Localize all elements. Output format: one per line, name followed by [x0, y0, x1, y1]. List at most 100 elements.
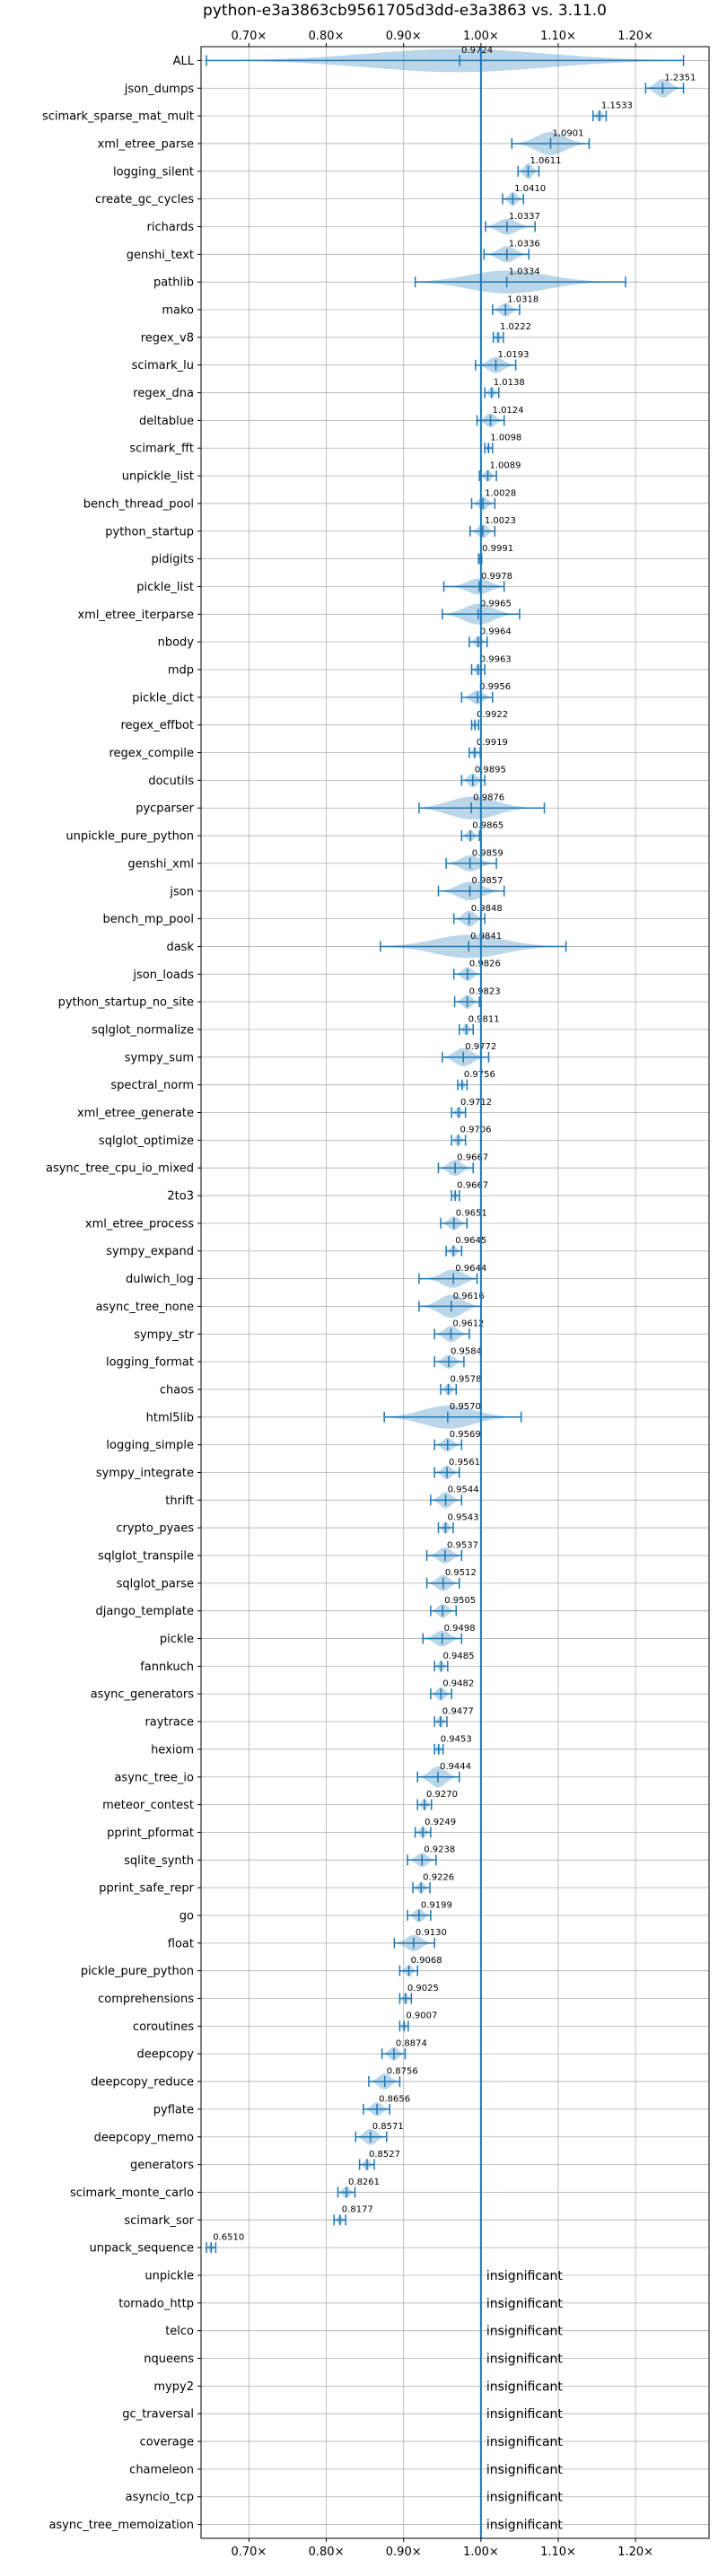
value-label: 0.9841: [470, 932, 502, 942]
category-label: html5lib: [146, 1411, 194, 1424]
value-label: 0.8571: [372, 2122, 404, 2132]
benchmark-mypy2: mypy2 insignificant: [153, 2379, 563, 2394]
benchmark-sqlglot-transpile: sqlglot_transpile 0.9537: [98, 1540, 478, 1564]
value-label: 0.8656: [379, 2094, 410, 2104]
category-label: scimark_sparse_mat_mult: [42, 110, 194, 124]
value-label: 0.9644: [455, 1264, 486, 1274]
category-label: pycparser: [136, 802, 194, 816]
category-label: fannkuch: [140, 1660, 194, 1674]
value-label: 0.9505: [444, 1596, 476, 1606]
benchmark-xml-etree-iterparse: xml_etree_iterparse 0.9965: [77, 600, 521, 625]
value-label: 1.0089: [490, 460, 521, 470]
value-label: 0.9477: [442, 1706, 474, 1716]
category-label: ALL: [173, 55, 195, 68]
benchmark-pprint-safe-repr: pprint_safe_repr 0.9226: [99, 1873, 454, 1896]
value-label: 0.9544: [448, 1485, 479, 1495]
category-label: pyflate: [153, 2103, 194, 2116]
category-label: scimark_sor: [124, 2214, 194, 2228]
value-label: 0.9561: [449, 1458, 480, 1468]
benchmark-unpack-sequence: unpack_sequence 0.6510: [89, 2232, 244, 2255]
category-label: xml_etree_generate: [77, 1107, 194, 1120]
benchmark-fannkuch: fannkuch 0.9485: [140, 1652, 474, 1674]
value-label: 0.9238: [424, 1845, 455, 1855]
value-label: 0.9068: [411, 1956, 442, 1966]
category-label: raytrace: [144, 1716, 194, 1730]
category-label: crypto_pyaes: [116, 1522, 194, 1536]
category-label: genshi_xml: [127, 857, 194, 871]
category-label: nqueens: [144, 2353, 194, 2366]
category-label: meteor_contest: [102, 1799, 194, 1812]
category-label: scimark_fft: [129, 442, 194, 456]
value-label: 0.9512: [445, 1568, 477, 1578]
insignificant-label: insignificant: [486, 2463, 564, 2477]
category-label: mypy2: [153, 2380, 194, 2394]
benchmark-richards: richards 1.0337: [147, 212, 540, 235]
value-label: 0.9485: [442, 1652, 474, 1661]
benchmark-telco: telco insignificant: [165, 2325, 563, 2339]
benchmark-pycparser: pycparser 0.9876: [136, 793, 546, 820]
category-label: unpack_sequence: [89, 2242, 194, 2256]
benchmark-deepcopy: deepcopy 0.8874: [136, 2039, 426, 2062]
category-label: bench_thread_pool: [83, 497, 194, 511]
value-label: 0.8756: [387, 2066, 418, 2076]
value-label: 0.8527: [369, 2150, 400, 2160]
category-label: mdp: [168, 664, 194, 678]
category-label: chaos: [160, 1383, 194, 1397]
category-label: logging_simple: [106, 1439, 194, 1452]
category-label: spectral_norm: [110, 1079, 194, 1092]
value-label: 1.0222: [500, 322, 531, 332]
value-label: 1.0318: [507, 294, 538, 304]
value-label: 0.9922: [477, 710, 508, 720]
value-label: 0.9612: [452, 1319, 484, 1329]
value-label: 0.9482: [442, 1679, 474, 1689]
value-label: 0.9453: [441, 1734, 472, 1744]
value-label: 0.9956: [479, 682, 511, 692]
chart-title: python-e3a3863cb9561705d3dd-e3a3863 vs. …: [203, 2, 607, 20]
value-label: 0.9706: [460, 1126, 492, 1135]
category-label: create_gc_cycles: [95, 193, 194, 206]
benchmark-async-tree-io: async_tree_io 0.9444: [114, 1762, 471, 1788]
benchmark-coroutines: coroutines 0.9007: [133, 2011, 437, 2034]
value-label: 1.0334: [509, 267, 540, 277]
value-label: 0.8874: [396, 2039, 427, 2049]
category-label: chameleon: [129, 2463, 194, 2476]
x-tick-label-top: 1.20×: [617, 30, 653, 43]
value-label: 1.0611: [530, 156, 561, 166]
category-label: python_startup_no_site: [58, 996, 194, 1010]
category-label: async_tree_io: [114, 1771, 194, 1784]
value-label: 0.9712: [460, 1098, 492, 1108]
category-label: xml_etree_process: [85, 1217, 194, 1231]
value-label: 0.9823: [469, 986, 501, 996]
category-label: sqlglot_parse: [117, 1577, 194, 1590]
category-label: sqlglot_optimize: [99, 1135, 194, 1148]
benchmark-pathlib: pathlib 1.0334: [153, 267, 626, 294]
category-label: pickle: [160, 1633, 194, 1646]
category-label: dask: [166, 941, 194, 954]
value-label: 0.9826: [469, 959, 501, 969]
category-label: sqlglot_transpile: [98, 1550, 194, 1564]
benchmark-python-startup: python_startup 1.0023: [105, 516, 516, 539]
benchmark-rows: ALL 0.9724 json_dumps 1.2351 scimark_sparse_…: [42, 46, 696, 2533]
category-label: pprint_safe_repr: [99, 1882, 194, 1896]
benchmark-chameleon: chameleon insignificant: [129, 2463, 563, 2477]
benchmark-json: json 0.9857: [169, 876, 505, 901]
insignificant-label: insignificant: [486, 2269, 564, 2283]
category-label: asyncio_tcp: [126, 2491, 194, 2504]
value-label: 0.9965: [480, 600, 512, 609]
benchmark-generators: generators 0.8527: [130, 2150, 400, 2172]
value-label: 0.9270: [426, 1790, 458, 1800]
category-label: telco: [165, 2325, 194, 2338]
benchmark-unpickle-list: unpickle_list 1.0089: [122, 460, 521, 483]
benchmark-json-dumps: json_dumps 1.2351: [124, 74, 696, 98]
benchmark-nbody: nbody 0.9964: [158, 627, 512, 650]
category-label: regex_effbot: [120, 719, 194, 732]
benchmark-genshi-text: genshi_text 1.0336: [127, 240, 540, 263]
category-label: sympy_str: [134, 1328, 194, 1342]
benchmark-nqueens: nqueens insignificant: [144, 2353, 563, 2367]
benchmark-float: float 0.9130: [168, 1928, 447, 1951]
value-label: 0.9444: [440, 1762, 471, 1772]
benchmark-async-tree-cpu-io-mixed: async_tree_cpu_io_mixed 0.9667: [46, 1153, 488, 1177]
category-label: json_dumps: [124, 83, 194, 96]
category-label: pickle_dict: [132, 691, 194, 705]
value-label: 0.9569: [450, 1430, 481, 1440]
